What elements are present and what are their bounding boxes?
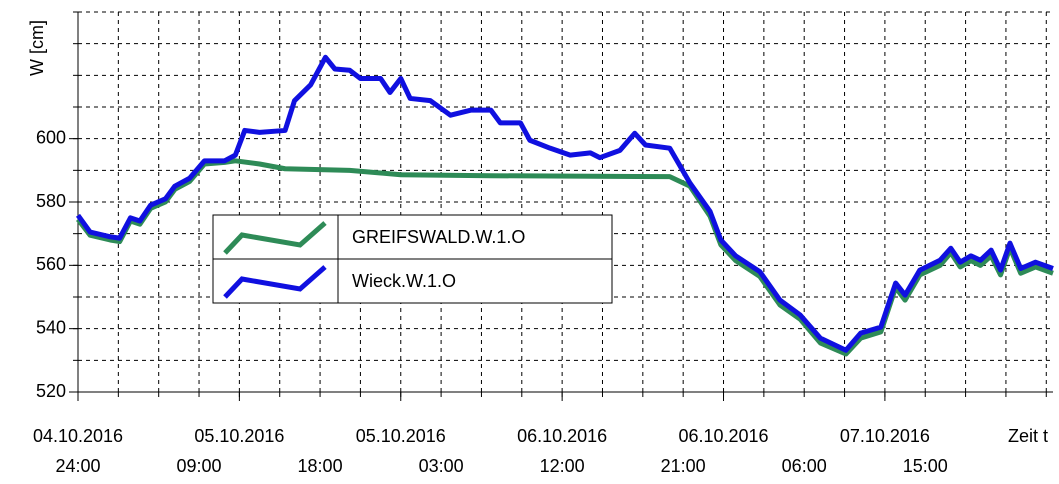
x-axis-label: Zeit t [1008, 426, 1048, 446]
legend-swatch [223, 265, 327, 299]
x-tick-label: 06.10.2016 [517, 426, 607, 446]
y-tick-label: 540 [36, 317, 66, 337]
x-tick-label: 05.10.2016 [356, 426, 446, 446]
legend: GREIFSWALD.W.1.O Wieck.W.1.O [212, 214, 613, 304]
x-tick-label: 18:00 [298, 456, 343, 476]
x-tick-label: 06.10.2016 [678, 426, 768, 446]
legend-label: Wieck.W.1.O [352, 271, 456, 291]
y-tick-label: 560 [36, 254, 66, 274]
y-tick-label: 600 [36, 127, 66, 147]
x-tick-label: 21:00 [661, 456, 706, 476]
x-tick-label: 12:00 [540, 456, 585, 476]
x-tick-label: 03:00 [419, 456, 464, 476]
y-axis-label: W [cm] [27, 20, 47, 76]
series-line [75, 54, 1054, 353]
y-tick-label: 520 [36, 381, 66, 401]
y-tick-label: 580 [36, 191, 66, 211]
x-tick-label: 04.10.2016 [33, 426, 123, 446]
x-tick-label: 06:00 [782, 456, 827, 476]
x-tick-label: 05.10.2016 [194, 426, 284, 446]
x-tick-label: 15:00 [903, 456, 948, 476]
x-tick-label: 24:00 [55, 456, 100, 476]
legend-swatch [223, 221, 327, 255]
legend-label: GREIFSWALD.W.1.O [352, 227, 525, 247]
x-tick-label: 07.10.2016 [840, 426, 930, 446]
x-tick-label: 09:00 [177, 456, 222, 476]
